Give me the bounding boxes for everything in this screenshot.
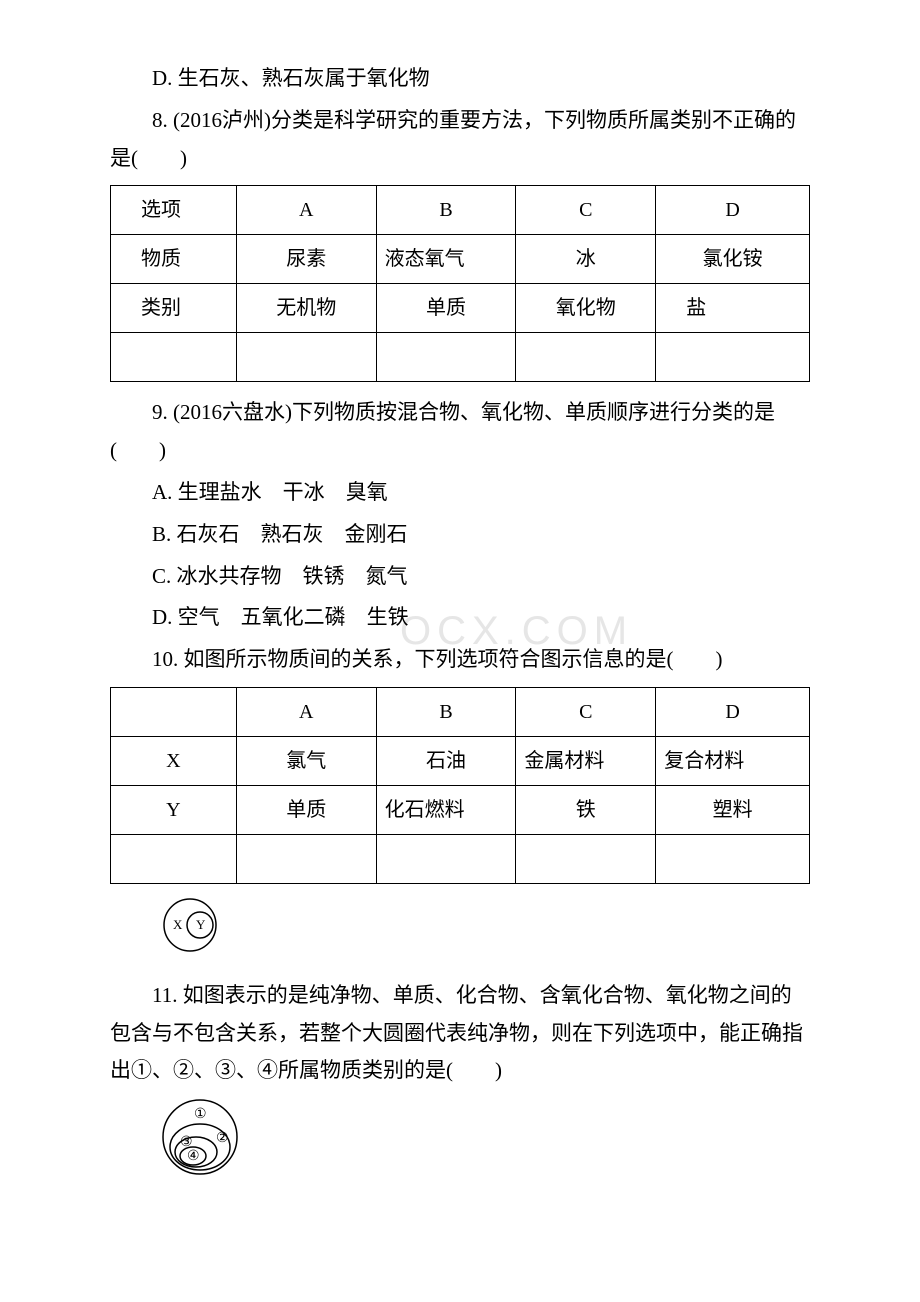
cell (516, 333, 656, 382)
q11-diagram: ① ② ③ ④ (158, 1096, 810, 1191)
cell: Y (111, 785, 237, 834)
cell: 单质 (376, 284, 516, 333)
cell: A (236, 687, 376, 736)
table-row: Y 单质 化石燃料 铁 塑料 (111, 785, 810, 834)
cell (111, 687, 237, 736)
cell (236, 333, 376, 382)
cell: 冰 (516, 235, 656, 284)
label-2: ② (216, 1131, 229, 1146)
cell: 化石燃料 (376, 785, 516, 834)
q10-diagram: X Y (158, 896, 810, 967)
q9-option-d: D. 空气 五氧化二磷 生铁 (110, 599, 810, 637)
cell: A (236, 186, 376, 235)
q9-stem: 9. (2016六盘水)下列物质按混合物、氧化物、单质顺序进行分类的是( ) (110, 394, 810, 470)
table-row: 类别 无机物 单质 氧化物 盐 (111, 284, 810, 333)
table-row (111, 834, 810, 883)
cell (236, 834, 376, 883)
cell: 铁 (516, 785, 656, 834)
cell: 选项 (111, 186, 237, 235)
cell (656, 834, 810, 883)
cell (516, 834, 656, 883)
q9-option-a: A. 生理盐水 干冰 臭氧 (110, 474, 810, 512)
q10-stem: 10. 如图所示物质间的关系，下列选项符合图示信息的是( ) (110, 641, 810, 679)
nested-circles-icon: ① ② ③ ④ (158, 1096, 248, 1178)
cell: 尿素 (236, 235, 376, 284)
cell: 氧化物 (516, 284, 656, 333)
outer-label: X (173, 917, 183, 932)
cell: 氯化铵 (656, 235, 810, 284)
q7-option-d: D. 生石灰、熟石灰属于氧化物 (110, 60, 810, 98)
cell: 石油 (376, 736, 516, 785)
cell (376, 834, 516, 883)
cell (376, 333, 516, 382)
cell: D (656, 186, 810, 235)
cell: B (376, 186, 516, 235)
cell (656, 333, 810, 382)
cell: 单质 (236, 785, 376, 834)
table-row: 选项 A B C D (111, 186, 810, 235)
q9-option-c: C. 冰水共存物 铁锈 氮气 (110, 558, 810, 596)
table-row: 物质 尿素 液态氧气 冰 氯化铵 (111, 235, 810, 284)
cell (111, 834, 237, 883)
label-1: ① (194, 1107, 207, 1122)
venn-icon: X Y (158, 896, 228, 954)
label-3: ③ (180, 1135, 193, 1150)
cell: D (656, 687, 810, 736)
cell: X (111, 736, 237, 785)
cell: 无机物 (236, 284, 376, 333)
table-row (111, 333, 810, 382)
cell: C (516, 186, 656, 235)
q11-stem: 11. 如图表示的是纯净物、单质、化合物、含氧化合物、氧化物之间的包含与不包含关… (110, 977, 810, 1090)
cell: 复合材料 (656, 736, 810, 785)
q9-option-b: B. 石灰石 熟石灰 金刚石 (110, 516, 810, 554)
table-row: A B C D (111, 687, 810, 736)
cell: 物质 (111, 235, 237, 284)
cell: 金属材料 (516, 736, 656, 785)
q10-table: A B C D X 氯气 石油 金属材料 复合材料 Y 单质 化石燃料 铁 塑料 (110, 687, 810, 884)
cell: B (376, 687, 516, 736)
q8-stem: 8. (2016泸州)分类是科学研究的重要方法，下列物质所属类别不正确的是( ) (110, 102, 810, 178)
label-4: ④ (187, 1149, 200, 1164)
table-row: X 氯气 石油 金属材料 复合材料 (111, 736, 810, 785)
q8-table: 选项 A B C D 物质 尿素 液态氧气 冰 氯化铵 类别 无机物 单质 氧化… (110, 185, 810, 382)
cell: 塑料 (656, 785, 810, 834)
inner-label: Y (196, 917, 206, 932)
cell: 盐 (656, 284, 810, 333)
cell: 氯气 (236, 736, 376, 785)
cell: 液态氧气 (376, 235, 516, 284)
cell (111, 333, 237, 382)
cell: 类别 (111, 284, 237, 333)
cell: C (516, 687, 656, 736)
